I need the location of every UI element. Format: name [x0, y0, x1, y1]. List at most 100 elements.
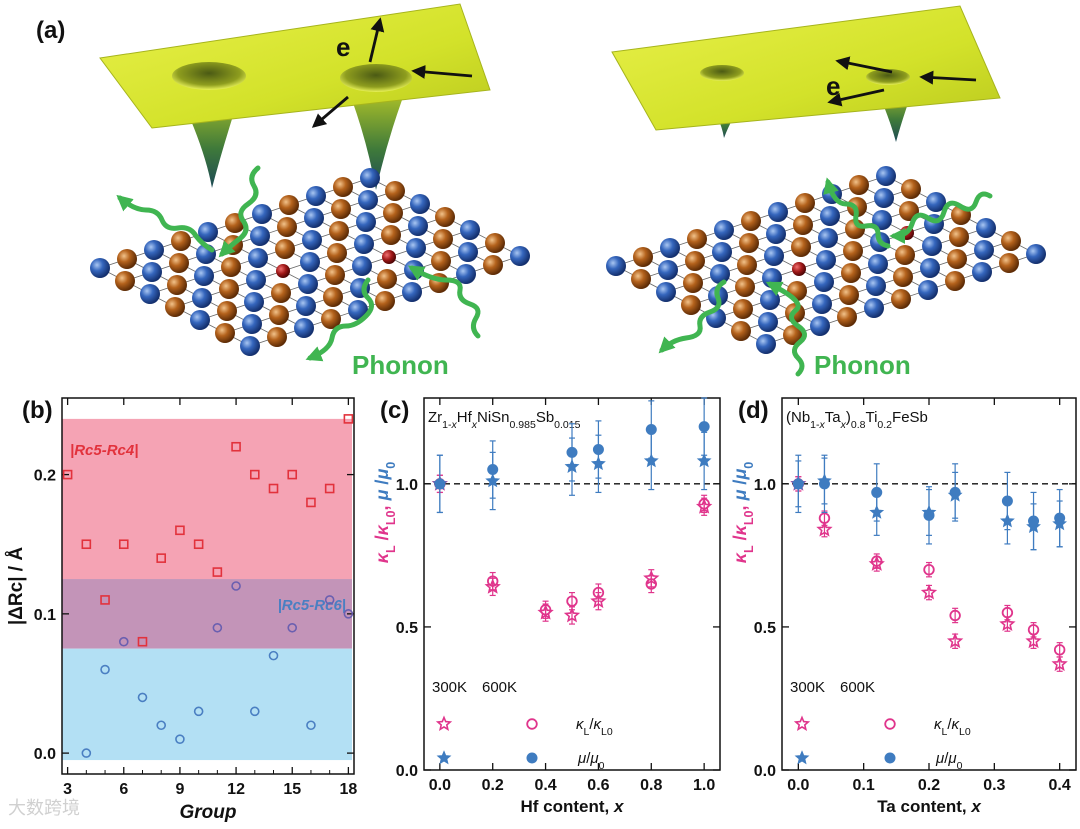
data-point — [592, 444, 604, 456]
host-atom-blue — [768, 202, 788, 222]
host-atom-blue — [90, 258, 110, 278]
host-atom-brown — [117, 249, 137, 269]
y-axis-label: κL /κL0, μ /μ0 — [730, 462, 756, 564]
phonon-wave-4 — [407, 265, 481, 339]
host-atom-blue — [304, 208, 324, 228]
legend-marker — [526, 718, 538, 730]
legend-header: 600K — [840, 679, 875, 696]
host-atom-blue — [252, 204, 272, 224]
host-atom-brown — [385, 181, 405, 201]
y-tick-label: 1.0 — [754, 477, 776, 494]
data-point — [487, 575, 499, 587]
data-point — [923, 509, 935, 521]
electron-arrow-down — [311, 95, 349, 128]
host-atom-blue — [756, 334, 776, 354]
host-atom-blue — [348, 300, 368, 320]
watermark: 大数跨境 — [8, 798, 80, 818]
data-point — [1025, 632, 1042, 649]
host-atom-brown — [115, 271, 135, 291]
legend-marker — [436, 750, 452, 765]
host-atom-brown — [167, 275, 187, 295]
x-axis-label: Group — [180, 802, 237, 823]
x-tick-label: 1.0 — [693, 777, 715, 794]
host-atom-brown — [165, 297, 185, 317]
x-tick-label: 9 — [175, 781, 184, 798]
host-atom-brown — [741, 211, 761, 231]
data-point — [792, 478, 804, 490]
data-point-rc56 — [137, 692, 148, 703]
data-point — [434, 478, 446, 490]
y-tick-label: 0.5 — [396, 620, 418, 637]
host-atom-brown — [735, 277, 755, 297]
potential-well-right-1 — [700, 65, 744, 81]
host-atom-blue — [974, 240, 994, 260]
annotation-rc54: |Rc5-Rc4| — [70, 442, 138, 459]
host-atom-blue — [140, 284, 160, 304]
host-atom-brown — [431, 251, 451, 271]
host-atom-brown — [633, 247, 653, 267]
atom-lattice-left — [90, 168, 530, 356]
data-point-rc56 — [156, 720, 167, 731]
chart-c: 0.0 0.2 0.4 0.6 0.8 1.0 0.0 0.5 1.0 (c) Zr1-xHfxNi… — [372, 397, 721, 816]
chart-b: 3 6 9 12 15 18 0.0 0.1 0.2 Group |ΔRc| / Å (b) |Rc5-… — [6, 397, 357, 823]
host-atom-brown — [733, 299, 753, 319]
data-point-rc56 — [306, 720, 316, 731]
x-tick-label: 6 — [119, 781, 128, 798]
legend-marker — [884, 718, 896, 730]
legend-marker — [793, 715, 811, 732]
host-atom-brown — [683, 273, 703, 293]
electron-arrow-out-lower — [827, 88, 885, 107]
legend-label: κL/κL0 — [576, 716, 613, 738]
host-atom-brown — [901, 179, 921, 199]
y-tick-label: 0.0 — [396, 763, 418, 780]
host-atom-blue — [402, 282, 422, 302]
x-tick-label: 0.2 — [918, 777, 940, 794]
host-atom-brown — [483, 255, 503, 275]
shaded-band-2 — [62, 648, 352, 761]
host-atom-blue — [758, 312, 778, 332]
chart-d: 0.0 0.1 0.2 0.3 0.4 0.0 0.5 1.0 (d) (Nb1-xTax)0.8… — [730, 397, 1077, 816]
data-point-rc54 — [156, 553, 167, 563]
host-atom-blue — [192, 288, 212, 308]
data-point — [1001, 606, 1014, 619]
host-atom-brown — [737, 255, 757, 275]
host-atom-blue — [354, 234, 374, 254]
host-atom-blue — [918, 280, 938, 300]
panel-label: (b) — [22, 397, 53, 424]
host-atom-blue — [764, 246, 784, 266]
host-atom-brown — [329, 221, 349, 241]
data-point-rc56 — [100, 664, 110, 675]
host-atom-brown — [795, 193, 815, 213]
host-atom-blue — [352, 256, 372, 276]
data-point-rc54 — [212, 567, 223, 577]
legend-header: 300K — [790, 679, 825, 696]
data-point — [946, 632, 964, 649]
host-atom-brown — [377, 269, 397, 289]
host-atom-brown — [433, 229, 453, 249]
host-atom-blue — [876, 166, 896, 186]
y-axis-label: κL /κL0, μ /μ0 — [372, 462, 398, 564]
data-point-rc56 — [81, 748, 92, 758]
host-atom-blue — [302, 230, 322, 250]
data-point — [645, 423, 657, 435]
annotation-rc56: |Rc5-Rc6| — [278, 597, 346, 614]
host-atom-blue — [358, 190, 378, 210]
host-atom-blue — [1026, 244, 1046, 264]
electron-label-right: e — [826, 71, 840, 101]
data-point-rc54 — [287, 469, 298, 480]
host-atom-blue — [356, 212, 376, 232]
data-point-rc54 — [324, 483, 335, 494]
y-tick-label: 0.5 — [754, 620, 776, 637]
x-tick-label: 0.0 — [429, 777, 451, 794]
host-atom-brown — [999, 253, 1019, 273]
electron-arrow-in-right — [919, 70, 977, 85]
data-point — [698, 421, 710, 433]
host-atom-blue — [714, 220, 734, 240]
host-atom-brown — [837, 307, 857, 327]
host-atom-brown — [277, 217, 297, 237]
host-atom-brown — [321, 309, 341, 329]
data-point-rc56 — [175, 734, 185, 744]
chart-title: Zr1-xHfxNiSn0.985Sb0.015 — [428, 409, 581, 431]
host-atom-brown — [843, 241, 863, 261]
